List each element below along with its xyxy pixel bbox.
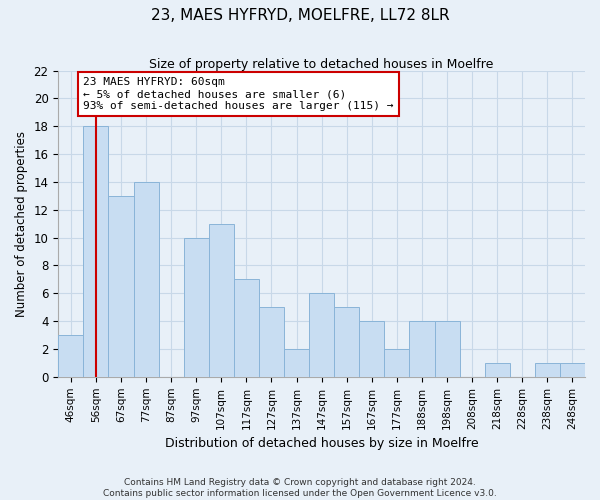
Bar [184,238,209,377]
Bar [334,307,359,377]
Text: Contains HM Land Registry data © Crown copyright and database right 2024.
Contai: Contains HM Land Registry data © Crown c… [103,478,497,498]
Bar [434,321,460,377]
Title: Size of property relative to detached houses in Moelfre: Size of property relative to detached ho… [149,58,494,70]
Bar [385,349,409,377]
Bar [284,349,309,377]
Bar [309,294,334,377]
Bar [109,196,134,377]
X-axis label: Distribution of detached houses by size in Moelfre: Distribution of detached houses by size … [165,437,478,450]
Bar [209,224,234,377]
Bar [83,126,109,377]
Bar [485,363,510,377]
Bar [134,182,158,377]
Text: 23, MAES HYFRYD, MOELFRE, LL72 8LR: 23, MAES HYFRYD, MOELFRE, LL72 8LR [151,8,449,22]
Bar [535,363,560,377]
Y-axis label: Number of detached properties: Number of detached properties [15,130,28,316]
Bar [359,321,385,377]
Text: 23 MAES HYFRYD: 60sqm
← 5% of detached houses are smaller (6)
93% of semi-detach: 23 MAES HYFRYD: 60sqm ← 5% of detached h… [83,78,394,110]
Bar [409,321,434,377]
Bar [560,363,585,377]
Bar [58,335,83,377]
Bar [234,280,259,377]
Bar [259,307,284,377]
